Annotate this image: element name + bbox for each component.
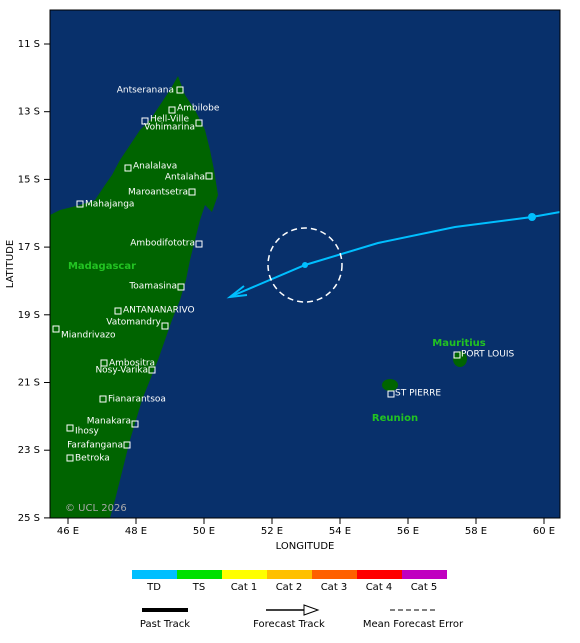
track-legend-label: Forecast Track (253, 619, 325, 630)
place-marker (66, 454, 74, 462)
place-label: Antseranana (117, 86, 174, 96)
place-marker (177, 283, 185, 291)
category-label: TD (146, 582, 161, 593)
place-marker (76, 200, 84, 208)
place-label: Ambodifototra (130, 239, 195, 249)
category-swatch (222, 570, 267, 579)
category-swatch (267, 570, 312, 579)
place-marker (453, 351, 461, 359)
place-label: Miandrivazo (61, 331, 116, 341)
lon-tick-label: 58 E (465, 526, 487, 537)
place-label: Farafangana (67, 441, 123, 451)
place-marker (195, 119, 203, 127)
lon-tick-label: 46 E (57, 526, 79, 537)
category-swatch (402, 570, 447, 579)
lat-tick-label: 23 S (18, 445, 40, 456)
forecast-point (302, 262, 308, 268)
place-marker (148, 366, 156, 374)
x-axis-label: LONGITUDE (276, 541, 335, 552)
place-label: Toamasina (128, 282, 177, 292)
lon-tick-label: 60 E (533, 526, 555, 537)
lat-tick-label: 17 S (18, 242, 40, 253)
place-label: ST PIERRE (395, 389, 441, 399)
region-label: Mauritius (432, 338, 486, 349)
category-swatch (312, 570, 357, 579)
lon-tick-label: 52 E (261, 526, 283, 537)
map-frame (49, 9, 561, 519)
category-label: Cat 4 (366, 582, 393, 593)
track-legend-label: Past Track (140, 619, 190, 630)
forecast-error-circle (267, 227, 343, 303)
place-label: Vohimarina (144, 123, 195, 133)
lat-tick-label: 19 S (18, 310, 40, 321)
place-marker (188, 188, 196, 196)
place-label: Betroka (75, 454, 110, 464)
place-marker (66, 424, 74, 432)
place-marker (141, 117, 149, 125)
lat-tick-label: 13 S (18, 107, 40, 118)
place-marker (52, 325, 60, 333)
place-label: Hell-Ville (150, 115, 189, 125)
forecast-track-arrow (303, 604, 320, 616)
lon-tick-label: 48 E (125, 526, 147, 537)
category-swatch (132, 570, 177, 579)
reunion-land (382, 379, 398, 391)
place-marker (99, 395, 107, 403)
lon-tick-label: 50 E (193, 526, 215, 537)
place-marker (176, 86, 184, 94)
category-swatch (177, 570, 222, 579)
place-label: Nosy-Varika (95, 366, 148, 376)
place-label: Ambositra (109, 359, 155, 369)
place-label: Analalava (133, 162, 177, 172)
place-label: Mahajanga (85, 200, 134, 210)
place-label: Ambilobe (177, 104, 220, 114)
madagascar-land (50, 76, 218, 518)
y-axis-label: LATITUDE (5, 240, 16, 288)
place-marker (387, 390, 395, 398)
category-label: Cat 2 (276, 582, 303, 593)
category-label: Cat 3 (321, 582, 348, 593)
lat-tick-label: 21 S (18, 378, 40, 389)
place-marker (168, 106, 176, 114)
lat-tick-label: 25 S (18, 513, 40, 524)
category-swatch (357, 570, 402, 579)
place-label: Antalaha (165, 173, 205, 183)
place-marker (100, 359, 108, 367)
place-label: Manakara (87, 417, 131, 427)
category-label: Cat 5 (411, 582, 438, 593)
track-legend-label: Mean Forecast Error (363, 619, 464, 630)
category-label: Cat 1 (231, 582, 258, 593)
past-track (531, 211, 561, 218)
lon-tick-label: 54 E (329, 526, 351, 537)
place-label: ANTANANARIVO (123, 306, 195, 316)
region-label: Reunion (372, 413, 418, 424)
place-marker (131, 420, 139, 428)
forecast-arrow (226, 285, 248, 299)
place-label: PORT LOUIS (461, 350, 514, 360)
copyright: © UCL 2026 (65, 503, 127, 514)
place-marker (114, 307, 122, 315)
place-marker (161, 322, 169, 330)
place-marker (205, 172, 213, 180)
lon-tick-label: 56 E (397, 526, 419, 537)
forecast-track (231, 216, 533, 297)
place-label: Maroantsetra (128, 188, 188, 198)
category-label: TS (192, 582, 205, 593)
mauritius-land (453, 351, 467, 367)
place-marker (195, 240, 203, 248)
place-label: Vatomandry (106, 318, 161, 328)
place-marker (123, 441, 131, 449)
place-label: Fianarantsoa (108, 395, 166, 405)
storm-position (528, 213, 536, 221)
region-label: Madagascar (68, 261, 136, 272)
lat-tick-label: 11 S (18, 39, 40, 50)
place-marker (124, 164, 132, 172)
lat-tick-label: 15 S (18, 174, 40, 185)
place-label: Ihosy (75, 427, 100, 437)
